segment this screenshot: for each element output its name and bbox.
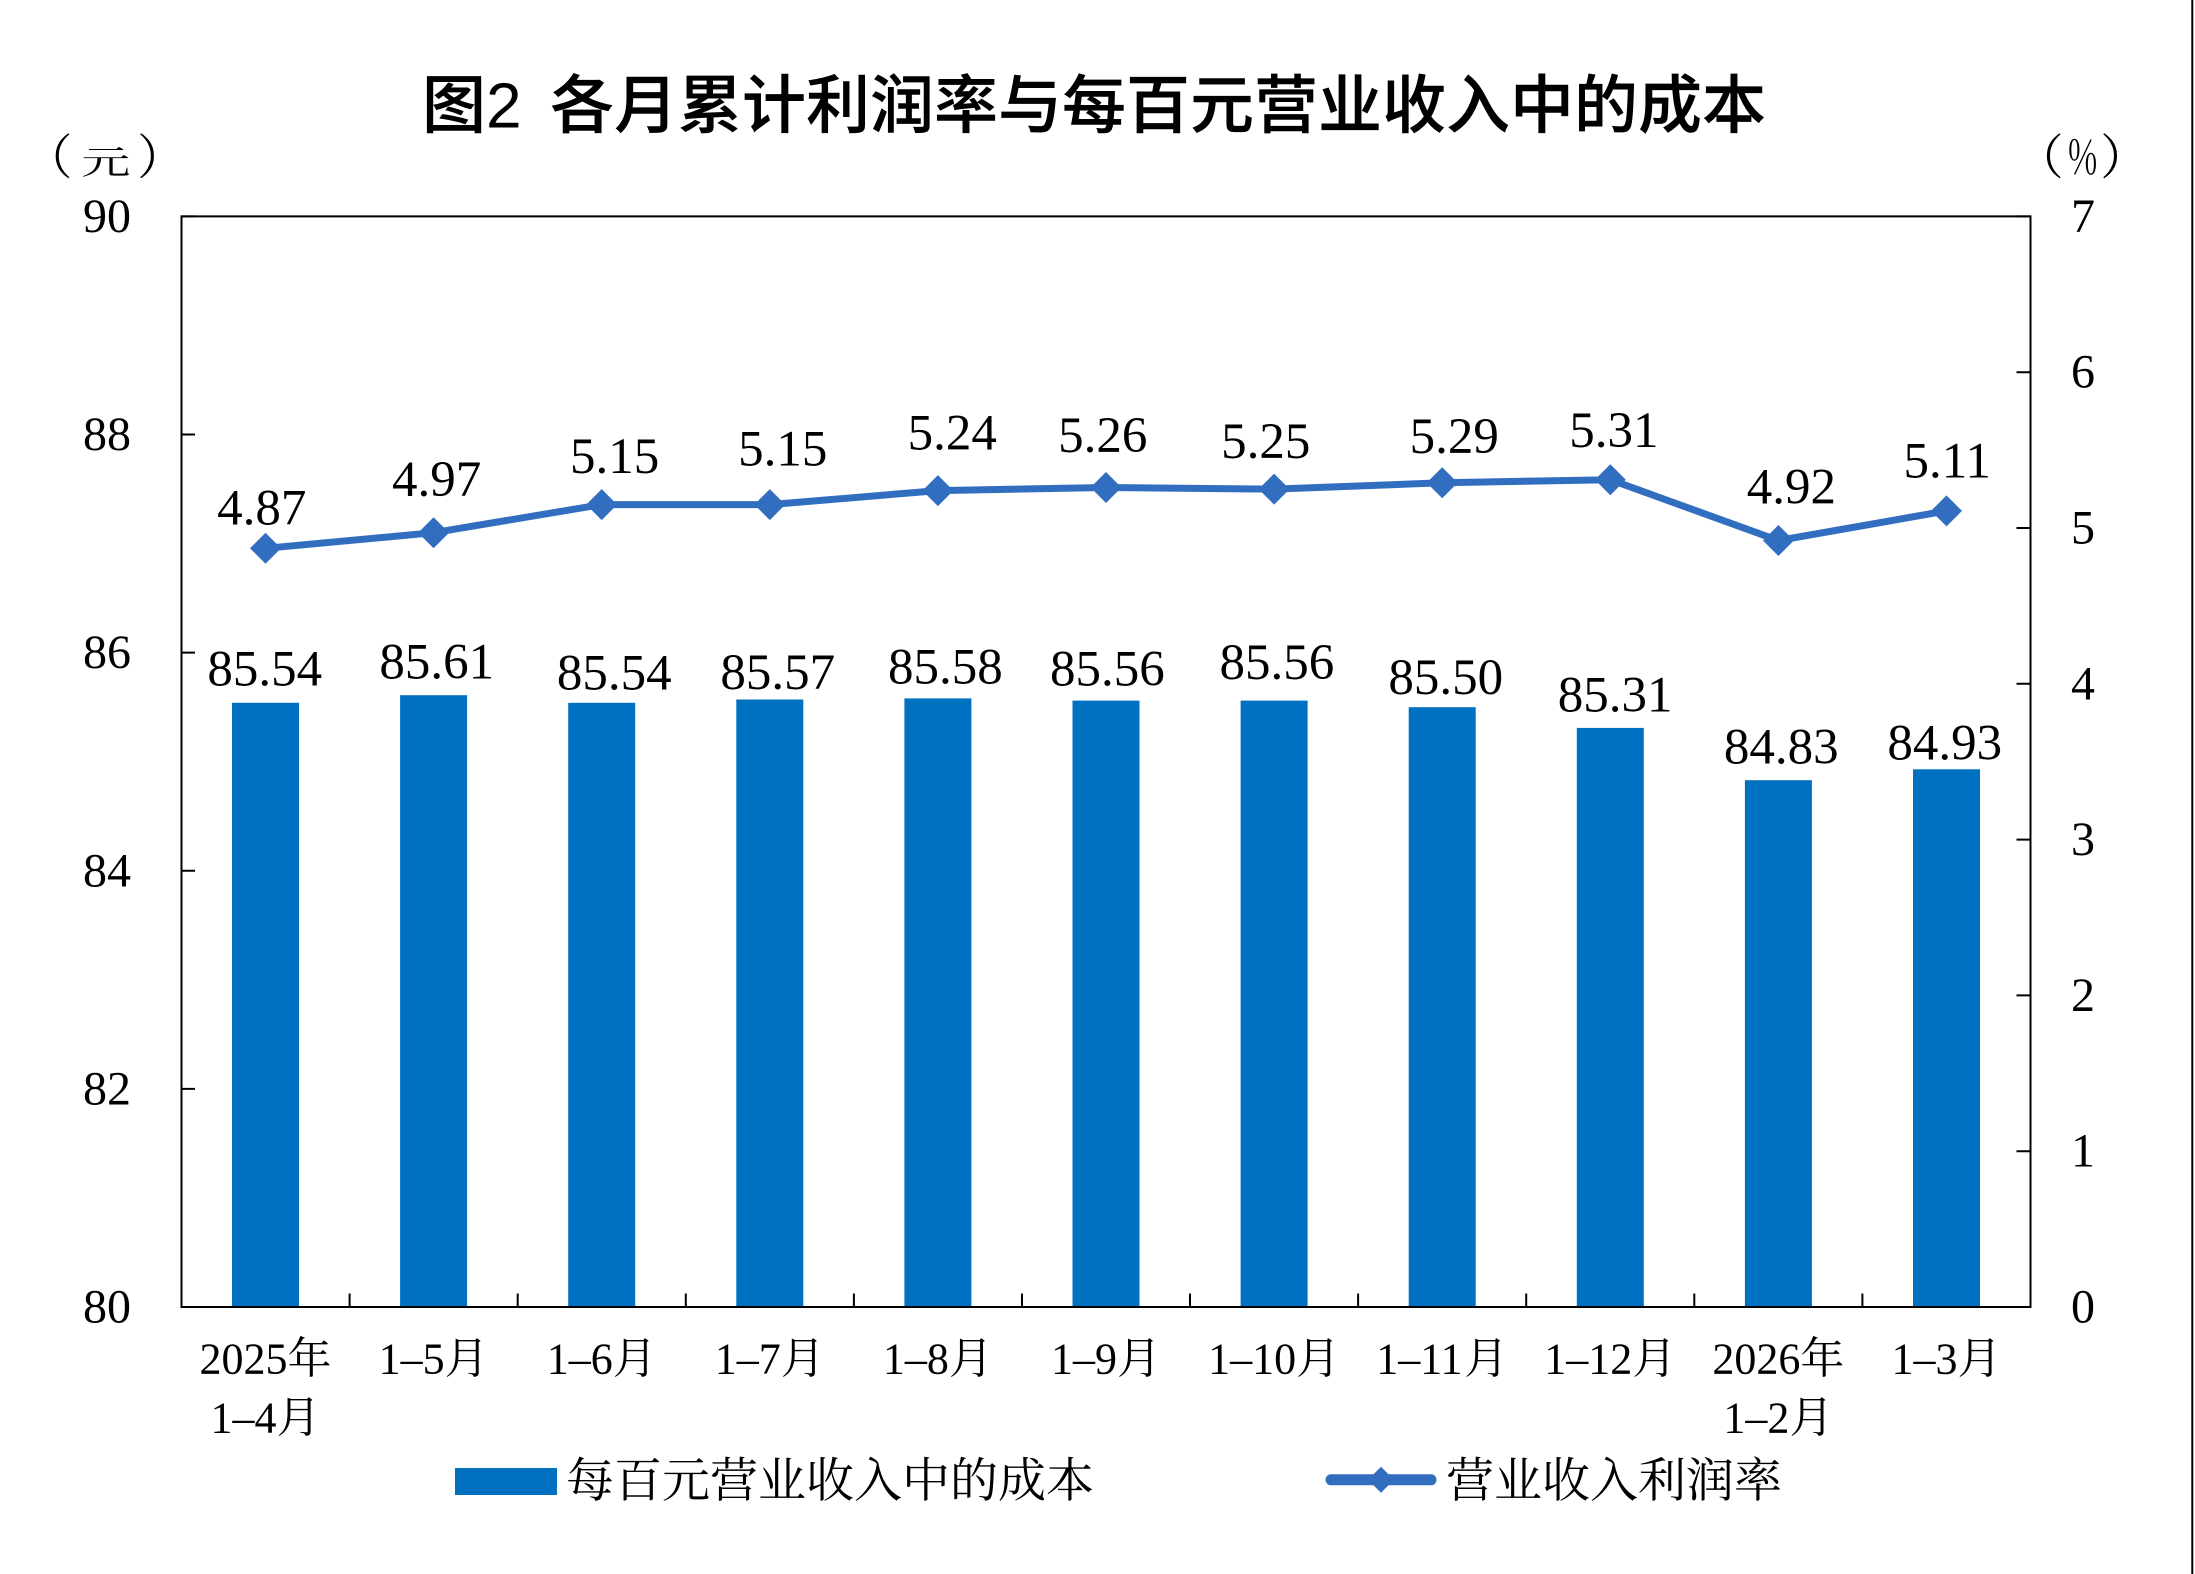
svg-text:1–10: 1–10 (1208, 1335, 1296, 1384)
svg-text:5.15: 5.15 (738, 422, 827, 478)
svg-text:4.97: 4.97 (392, 452, 481, 508)
svg-text:1–4: 1–4 (211, 1394, 277, 1443)
svg-text:1–5: 1–5 (379, 1335, 445, 1384)
svg-text:7: 7 (2071, 190, 2095, 243)
svg-text:4.92: 4.92 (1747, 460, 1836, 516)
svg-text:5.26: 5.26 (1058, 408, 1147, 464)
svg-text:2: 2 (2071, 969, 2095, 1022)
svg-text:5.29: 5.29 (1410, 409, 1499, 465)
svg-text:85.58: 85.58 (888, 640, 1003, 696)
svg-text:1–7: 1–7 (715, 1335, 781, 1384)
svg-text:85.50: 85.50 (1388, 650, 1503, 706)
svg-text:1–2: 1–2 (1723, 1394, 1789, 1443)
svg-text:5.11: 5.11 (1904, 434, 1991, 490)
svg-text:2026: 2026 (1712, 1335, 1800, 1384)
svg-text:1–3: 1–3 (1892, 1335, 1958, 1384)
svg-text:85.61: 85.61 (379, 635, 494, 691)
svg-text:6: 6 (2071, 346, 2095, 399)
svg-text:1–9: 1–9 (1051, 1335, 1117, 1384)
svg-text:90: 90 (83, 190, 131, 243)
svg-text:1–6: 1–6 (547, 1335, 613, 1384)
svg-text:4.87: 4.87 (217, 480, 306, 536)
svg-text:0: 0 (2071, 1281, 2095, 1334)
svg-text:82: 82 (83, 1062, 131, 1115)
svg-text:2025: 2025 (200, 1335, 288, 1384)
svg-text:5: 5 (2071, 502, 2095, 555)
svg-text:4: 4 (2071, 657, 2095, 710)
svg-text:84: 84 (83, 844, 131, 897)
svg-text:88: 88 (83, 408, 131, 461)
svg-text:86: 86 (83, 626, 131, 679)
svg-text:1: 1 (2071, 1125, 2095, 1178)
svg-text:85.31: 85.31 (1558, 668, 1673, 724)
svg-text:85.54: 85.54 (207, 641, 322, 697)
svg-text:2: 2 (486, 70, 522, 142)
svg-text:1–11: 1–11 (1376, 1335, 1462, 1384)
svg-text:5.15: 5.15 (570, 429, 659, 485)
svg-text:5.24: 5.24 (908, 406, 997, 462)
svg-text:3: 3 (2071, 813, 2095, 866)
svg-text:85.54: 85.54 (557, 646, 672, 702)
svg-text:5.25: 5.25 (1221, 414, 1310, 470)
svg-text:84.83: 84.83 (1724, 720, 1839, 776)
svg-text:1–12: 1–12 (1544, 1335, 1632, 1384)
svg-text:85.56: 85.56 (1050, 642, 1165, 698)
svg-text:85.57: 85.57 (720, 645, 835, 701)
svg-text:84.93: 84.93 (1887, 716, 2002, 772)
svg-text:5.31: 5.31 (1569, 403, 1658, 459)
svg-text:1–8: 1–8 (883, 1335, 949, 1384)
svg-text:85.56: 85.56 (1220, 635, 1335, 691)
svg-text:80: 80 (83, 1281, 131, 1334)
